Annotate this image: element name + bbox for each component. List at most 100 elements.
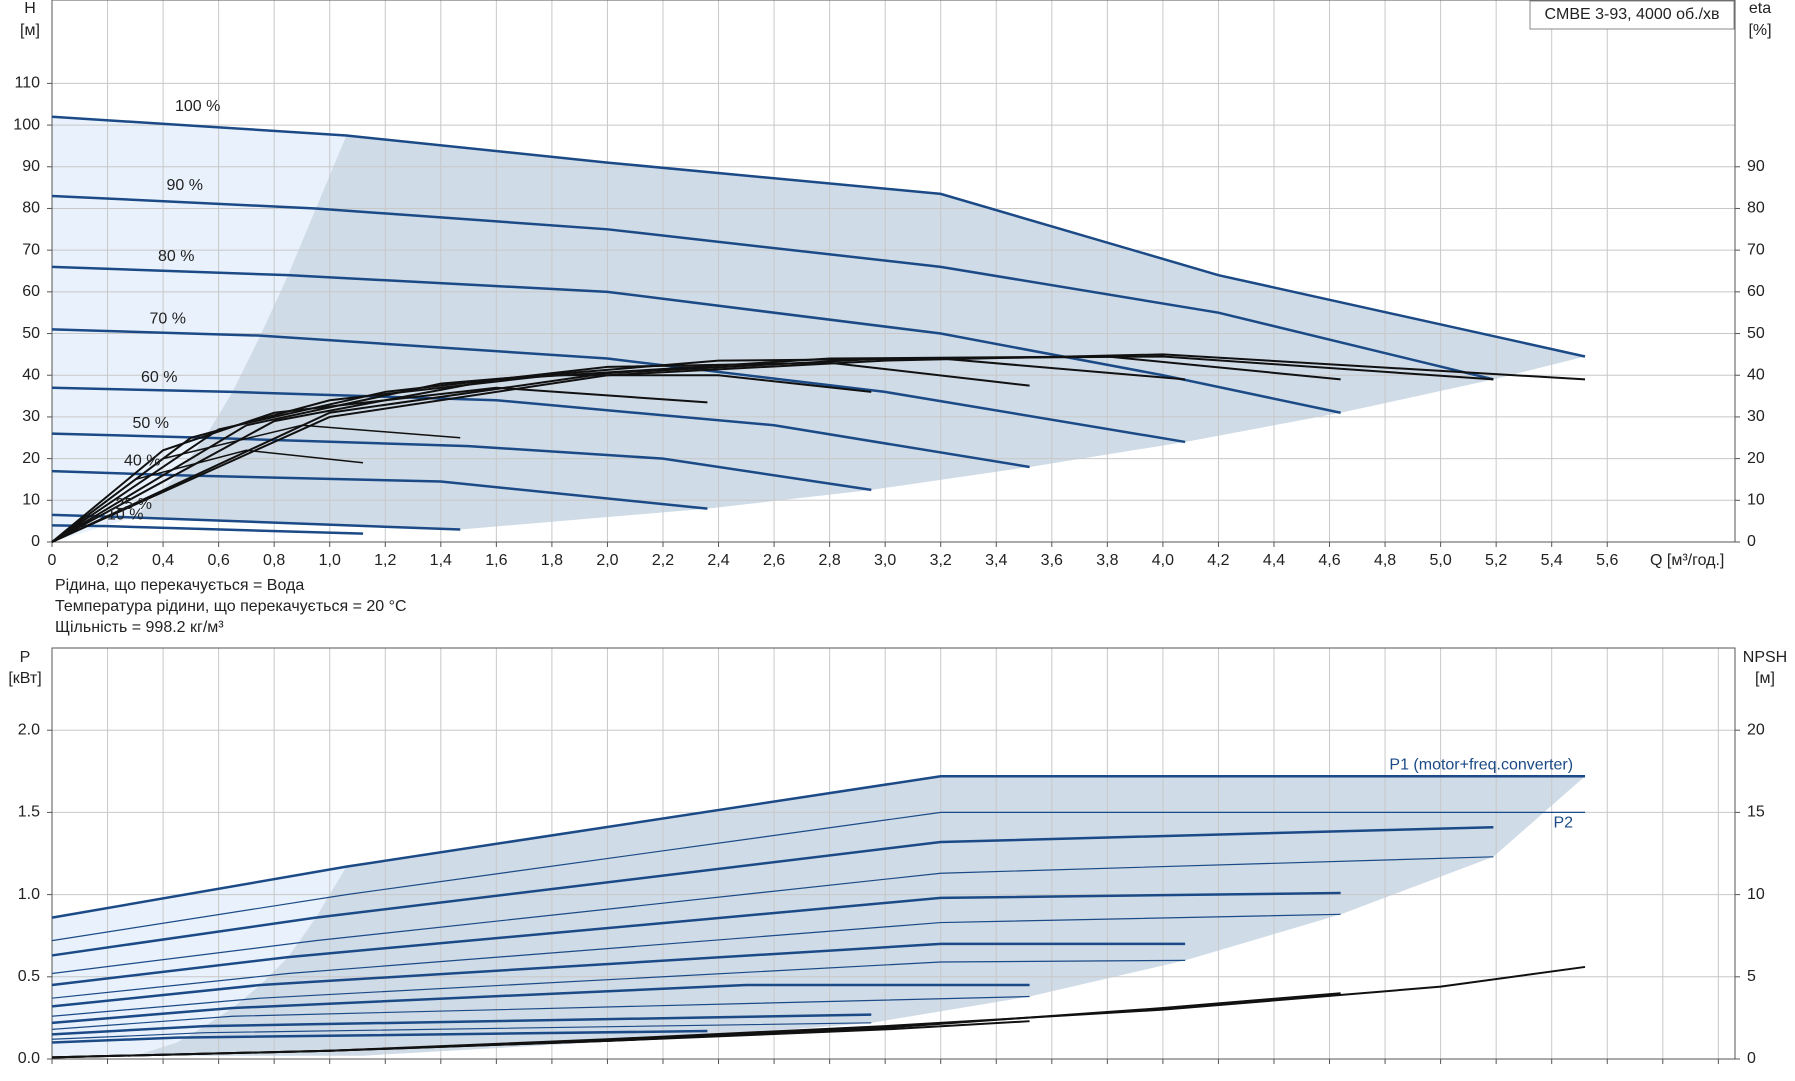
- series-label: P2: [1553, 815, 1573, 832]
- curve: [51, 774, 1586, 919]
- y2-tick-label: 20: [1747, 721, 1765, 738]
- y-tick-label: 1.5: [18, 804, 40, 821]
- y2-tick-label: 80: [1747, 200, 1765, 217]
- curve: [51, 386, 708, 543]
- curve: [51, 361, 1030, 543]
- y-tick-label: 40: [22, 366, 40, 383]
- y-tick-label: 2.0: [18, 721, 40, 738]
- x-tick-label: 5,0: [1429, 552, 1451, 569]
- series-label: 10 %: [107, 507, 143, 524]
- curve: [51, 469, 708, 510]
- x-tick-label: 3,8: [1096, 552, 1118, 569]
- x-tick-label: 1,0: [319, 552, 341, 569]
- curve: [51, 374, 872, 543]
- y2-tick-label: 0: [1747, 533, 1756, 550]
- curve: [51, 995, 1030, 1031]
- series-label: 25 %: [116, 496, 152, 513]
- x-tick-label: 4,4: [1263, 552, 1285, 569]
- curve: [51, 115, 1586, 358]
- y-tick-label: 70: [22, 241, 40, 258]
- y-tick-label: 20: [22, 450, 40, 467]
- curve: [51, 1013, 872, 1036]
- x-tick-label: 0: [48, 552, 57, 569]
- y2-axis-unit: [%]: [1748, 22, 1771, 39]
- y-tick-label: 1.0: [18, 886, 40, 903]
- chart-title: CMBE 3-93, 4000 об./хв: [1544, 6, 1719, 23]
- y2-tick-label: 70: [1747, 241, 1765, 258]
- curve: [51, 1029, 708, 1044]
- x-tick-label: 0,4: [152, 552, 174, 569]
- x-tick-label: 1,2: [374, 552, 396, 569]
- x-tick-label: 4,6: [1318, 552, 1340, 569]
- operating-area: [52, 866, 347, 1059]
- y2-tick-label: 5: [1747, 968, 1756, 985]
- series-label: 100 %: [175, 98, 220, 115]
- y-tick-label: 90: [22, 158, 40, 175]
- y-tick-label: 10: [22, 492, 40, 509]
- y2-tick-label: 10: [1747, 886, 1765, 903]
- series-label: 80 %: [158, 248, 194, 265]
- y2-tick-label: 15: [1747, 804, 1765, 821]
- layer-grid: [47, 0, 1740, 1064]
- curve: [51, 449, 364, 543]
- series-label: 90 %: [167, 177, 203, 194]
- y2-tick-label: 90: [1747, 158, 1765, 175]
- y2-tick-label: 10: [1747, 492, 1765, 509]
- x-tick-label: 2,2: [652, 552, 674, 569]
- series-label: 50 %: [133, 415, 169, 432]
- y-tick-label: 0.0: [18, 1050, 40, 1067]
- curve: [51, 194, 1494, 381]
- curve: [51, 891, 1341, 987]
- x-tick-label: 3,4: [985, 552, 1007, 569]
- curve: [51, 386, 1030, 469]
- curve: [51, 959, 1186, 1017]
- x-tick-label: 0,2: [96, 552, 118, 569]
- y-axis-label: P: [20, 649, 31, 666]
- layer-bg: [52, 0, 1735, 1059]
- x-tick-label: 1,8: [541, 552, 563, 569]
- series-label: 40 %: [124, 452, 160, 469]
- curve: [51, 811, 1586, 942]
- curve: [51, 355, 1494, 543]
- y-tick-label: 60: [22, 283, 40, 300]
- x-tick-label: 2,4: [707, 552, 729, 569]
- curve: [51, 825, 1494, 957]
- plot-frame: [51, 647, 1736, 1060]
- note: Рідина, що перекачується = Вода: [55, 577, 304, 594]
- series-label: 60 %: [141, 369, 177, 386]
- series-label: P1 (motor+freq.converter): [1389, 756, 1573, 773]
- y-tick-label: 50: [22, 325, 40, 342]
- x-tick-label: 2,6: [763, 552, 785, 569]
- y-tick-label: 0.5: [18, 968, 40, 985]
- y-tick-label: 100: [13, 116, 40, 133]
- x-tick-label: 3,2: [930, 552, 952, 569]
- y2-tick-label: 0: [1747, 1050, 1756, 1067]
- y-axis-unit: [кВт]: [8, 670, 41, 687]
- y-tick-label: 0: [31, 533, 40, 550]
- y-axis-label: H: [24, 0, 36, 17]
- x-tick-label: 5,2: [1485, 552, 1507, 569]
- y2-tick-label: 50: [1747, 325, 1765, 342]
- x-tick-label: 3,6: [1041, 552, 1063, 569]
- y-axis-unit: [м]: [20, 22, 40, 39]
- curve: [51, 353, 1586, 543]
- curve: [51, 328, 1186, 444]
- x-tick-label: 5,6: [1596, 552, 1618, 569]
- curve: [51, 513, 461, 531]
- note: Щільність = 998.2 кг/м³: [55, 619, 224, 636]
- title-box: [1529, 0, 1735, 30]
- series-label: 70 %: [150, 311, 186, 328]
- curve: [51, 913, 1341, 999]
- curve: [51, 856, 1494, 975]
- operating-area: [135, 135, 1586, 530]
- x-tick-label: 2,0: [596, 552, 618, 569]
- y2-tick-label: 40: [1747, 366, 1765, 383]
- plot-frame: [51, 0, 1736, 543]
- y2-axis-unit: [м]: [1755, 670, 1775, 687]
- curve: [51, 265, 1341, 414]
- x-tick-label: 1,6: [485, 552, 507, 569]
- y-tick-label: 110: [14, 75, 40, 92]
- layer-text: 0 0,2 0,4 0,6 0,8 1,0 1,2 1,4 1,6 1,8 2,0 2,2 2,4 2,6…: [13, 75, 1765, 1068]
- curve: [51, 357, 1186, 543]
